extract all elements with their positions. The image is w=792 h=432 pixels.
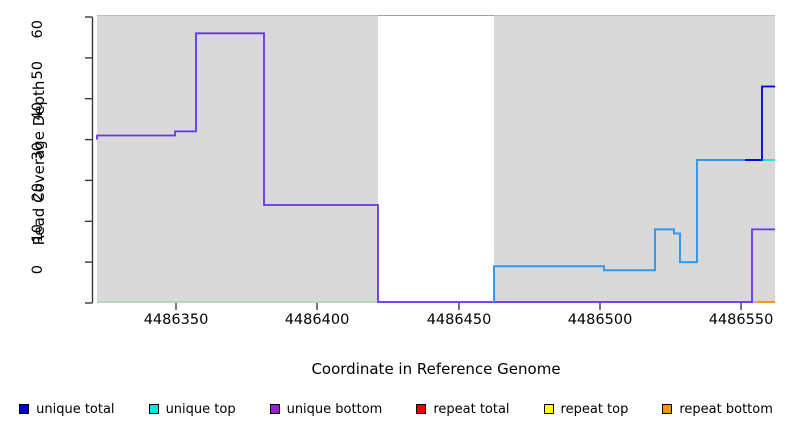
legend-item-unique-top[interactable]: unique top — [148, 401, 236, 417]
legend-swatch-icon — [662, 404, 673, 414]
legend-swatch-icon — [148, 404, 159, 414]
legend-swatch-icon — [416, 404, 427, 414]
xtick-label-4486550: 4486550 — [708, 312, 774, 328]
xtick-label-4486350: 4486350 — [143, 312, 209, 328]
legend-label: repeat bottom — [679, 401, 773, 417]
legend-label: repeat total — [433, 401, 510, 417]
legend-label: unique bottom — [286, 401, 383, 417]
xtick-label-4486500: 4486500 — [567, 312, 633, 328]
legend-label: unique top — [165, 401, 236, 417]
legend-label: unique total — [36, 401, 115, 417]
legend-item-unique-bottom[interactable]: unique bottom — [269, 401, 383, 417]
legend-swatch-icon — [269, 404, 280, 414]
shaded-region-left — [97, 15, 378, 303]
series-unique-bottom — [96, 32, 775, 303]
legend-item-repeat-total[interactable]: repeat total — [416, 401, 510, 417]
chart-legend: unique total unique top unique bottom re… — [0, 398, 792, 420]
legend-item-repeat-top[interactable]: repeat top — [543, 401, 629, 417]
legend-swatch-icon — [19, 404, 30, 414]
legend-item-repeat-bottom[interactable]: repeat bottom — [662, 402, 773, 417]
series-coverage-right — [493, 159, 762, 302]
legend-swatch-icon — [543, 404, 554, 414]
legend-item-unique-total[interactable]: unique total — [19, 401, 115, 417]
series-unique-total — [745, 85, 775, 161]
xtick-label-4486450: 4486450 — [426, 312, 492, 328]
x-axis-title: Coordinate in Reference Genome — [311, 360, 561, 378]
x-axis-ticks — [175, 303, 742, 310]
y-axis-ticks — [85, 16, 93, 304]
xtick-label-4486400: 4486400 — [284, 312, 350, 328]
y-axis-title: Read Coverage Depth — [30, 80, 48, 246]
legend-label: repeat top — [560, 401, 629, 417]
